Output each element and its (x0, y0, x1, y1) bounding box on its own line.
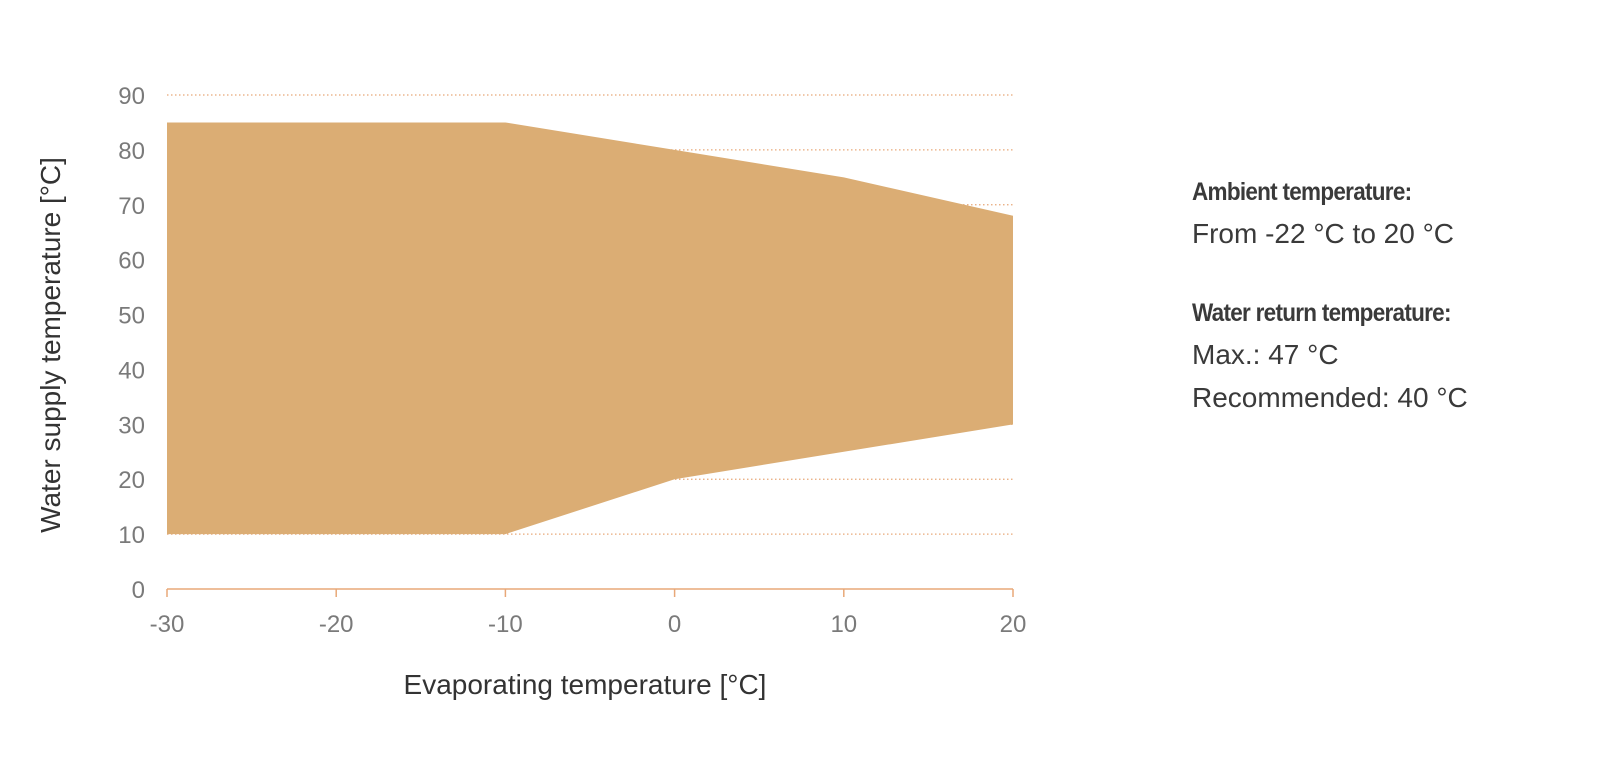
ambient-temperature-heading: Ambient temperature: (1192, 178, 1412, 206)
water-return-temperature-heading: Water return temperature: (1192, 299, 1451, 327)
y-tick-label-30: 30 (118, 412, 145, 439)
x-tick-label-0: 0 (668, 611, 681, 638)
label-layer: -30 -20 -10 0 10 20 0 10 20 30 40 50 60 70 80 90 (118, 83, 1026, 638)
ambient-temperature-range: From -22 °C to 20 °C (1192, 218, 1455, 249)
water-return-temperature-note: Water return temperature: Max.: 47 °C Re… (1192, 293, 1582, 419)
y-tick-label-20: 20 (118, 467, 145, 494)
envelope-area-0 (167, 122, 1013, 535)
x-tick-label-10: 10 (830, 611, 857, 638)
y-axis-title: Water supply temperature [°C] (35, 157, 66, 533)
y-tick-label-40: 40 (118, 357, 145, 384)
notes-panel: Ambient temperature: From -22 °C to 20 °… (1192, 172, 1582, 457)
y-tick-label-70: 70 (118, 193, 145, 220)
water-return-max: Max.: 47 °C (1192, 339, 1339, 370)
operating-envelope-chart: -30 -20 -10 0 10 20 0 10 20 30 40 50 60 70 80 90 Evapor… (35, 83, 1026, 700)
ambient-temperature-note: Ambient temperature: From -22 °C to 20 °… (1192, 172, 1582, 255)
x-axis-title: Evaporating temperature [°C] (404, 669, 767, 700)
x-tick-label-20: 20 (1000, 611, 1027, 638)
area-layer (167, 122, 1013, 535)
x-tick-label--20: -20 (319, 611, 354, 638)
x-tick-label--10: -10 (488, 611, 523, 638)
y-tick-label-10: 10 (118, 522, 145, 549)
y-tick-label-50: 50 (118, 303, 145, 330)
y-tick-label-80: 80 (118, 138, 145, 165)
y-tick-label-90: 90 (118, 83, 145, 110)
water-return-recommended: Recommended: 40 °C (1192, 382, 1468, 413)
y-tick-label-60: 60 (118, 248, 145, 275)
y-tick-label-0: 0 (132, 577, 145, 604)
x-tick-label--30: -30 (150, 611, 185, 638)
axis-layer (166, 588, 1014, 597)
